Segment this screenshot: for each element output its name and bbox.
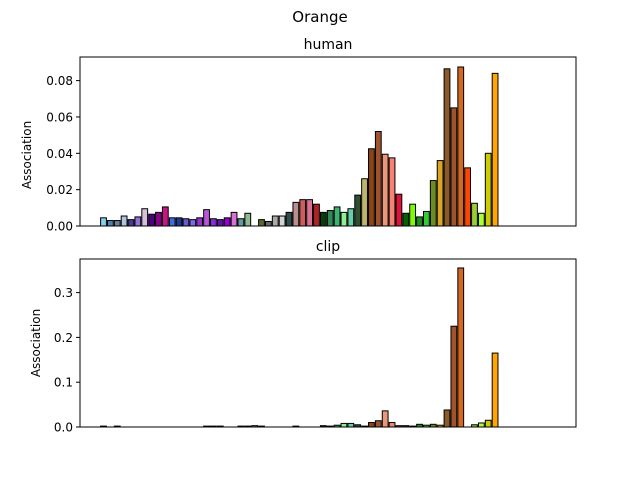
clip-y-ticks: 0.0 0.1 0.2 0.3 [54,286,80,435]
human-bars [100,66,499,227]
human-y-tick-label: 0.08 [46,74,73,88]
human-bar-31 [306,199,314,227]
human-bar-53 [457,66,465,227]
human-bar-14 [189,219,197,227]
human-bar-56 [477,212,485,227]
human-bar-22 [244,212,252,227]
human-bar-47 [416,216,423,227]
human-bar-8 [148,213,155,227]
human-bar-52 [450,107,458,227]
clip-y-axis-label: Association [29,309,43,377]
human-bar-5 [127,219,135,227]
human-axes-frame [79,56,577,227]
human-bar-21 [237,218,245,227]
clip-y-tick-label: 0.3 [54,286,73,300]
human-bar-10 [161,206,169,227]
clip-y-tick-label: 0.1 [54,376,73,390]
human-y-tick-label: 0.02 [46,183,73,197]
human-bar-43 [388,157,396,227]
clip-y-tick-label: 0.2 [54,331,73,345]
clip-bar-51 [443,409,451,428]
human-bar-48 [422,210,430,227]
human-y-tick-label: 0.00 [46,220,73,234]
human-panel: human Association 0.00 0.02 0.04 0.06 0.08 [20,37,577,234]
human-bar-25 [264,220,272,227]
human-bar-26 [271,215,279,227]
human-bar-42 [381,153,389,227]
human-bar-2 [106,220,114,227]
human-bar-57 [484,152,492,227]
human-bar-34 [326,210,334,227]
human-bar-54 [464,167,472,227]
human-bar-58 [491,72,499,227]
human-bar-24 [258,219,265,227]
human-bar-38 [354,194,362,227]
clip-bar-52 [450,325,458,428]
clip-bar-58 [491,352,499,428]
human-bar-19 [223,217,231,227]
human-bar-9 [155,211,162,227]
human-bar-1 [100,217,107,227]
clip-axes-frame [79,258,577,428]
human-bar-49 [429,180,437,227]
clip-bar-43 [388,422,396,428]
human-bar-44 [395,193,403,227]
clip-bars [100,267,499,428]
human-bar-33 [319,211,327,227]
clip-panel: clip Association 0.0 0.1 0.2 0.3 [29,239,577,435]
human-bar-17 [210,218,217,227]
human-bar-27 [278,215,286,227]
human-bar-45 [402,212,410,227]
human-bar-55 [471,202,478,227]
human-bar-16 [203,209,210,227]
clip-bar-57 [484,419,492,428]
human-bar-35 [333,206,341,227]
human-bar-30 [299,199,307,227]
human-bar-39 [361,178,368,227]
human-bar-11 [168,217,176,227]
human-y-axis-label: Association [20,121,34,189]
clip-y-tick-label: 0.0 [54,421,73,435]
human-bar-32 [313,203,320,227]
human-bar-28 [285,211,293,227]
clip-bar-56 [477,422,485,428]
human-bar-50 [436,160,444,227]
human-y-tick-label: 0.04 [46,147,73,161]
clip-bar-53 [457,267,465,428]
clip-bar-40 [368,422,375,428]
human-bar-20 [230,211,238,227]
human-bar-3 [113,220,121,227]
human-bar-15 [196,217,204,227]
clip-bar-41 [374,420,382,428]
human-bar-4 [120,215,128,227]
human-y-tick-label: 0.06 [46,110,73,124]
human-bar-37 [347,208,355,227]
human-bar-41 [374,131,382,227]
human-y-ticks: 0.00 0.02 0.04 0.06 0.08 [46,74,80,234]
clip-bar-42 [381,410,389,428]
human-bar-12 [175,217,183,227]
human-bar-36 [340,211,348,227]
human-bar-51 [443,68,451,227]
human-bar-7 [141,208,149,227]
human-bar-6 [134,216,142,227]
human-bar-40 [368,148,375,227]
human-bar-29 [292,201,300,227]
human-panel-title: human [304,37,353,53]
human-bar-46 [409,203,417,227]
human-bar-18 [216,219,224,227]
clip-bar-36 [340,422,348,428]
clip-bar-37 [347,422,355,428]
figure-suptitle: Orange [292,8,347,26]
human-bar-13 [182,218,190,227]
clip-panel-title: clip [316,239,340,255]
